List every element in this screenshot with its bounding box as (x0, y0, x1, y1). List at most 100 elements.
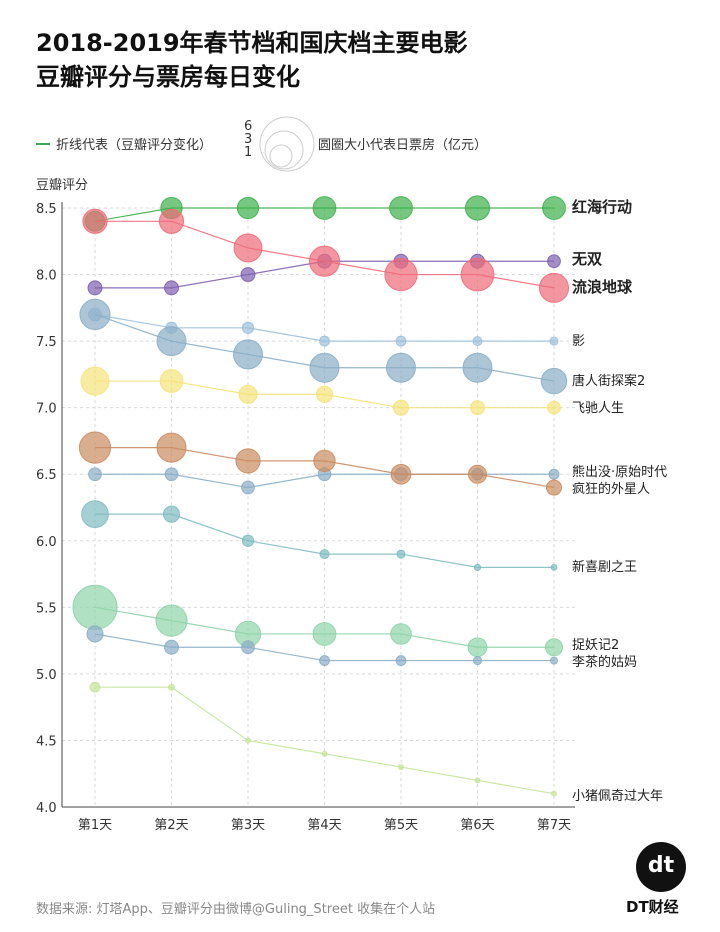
series-end-label: 李茶的姑妈 (572, 654, 637, 670)
series (78, 431, 563, 496)
data-point (547, 254, 561, 269)
data-point (80, 366, 110, 396)
brand-name: DT财经 (626, 898, 679, 916)
data-point (392, 399, 410, 416)
data-point (158, 208, 185, 234)
series (82, 208, 570, 303)
data-point (235, 448, 261, 474)
data-point (168, 683, 175, 691)
data-point (538, 272, 570, 303)
legend-line-item: 折线代表（豆瓣评分变化） (36, 134, 212, 153)
data-point (309, 352, 340, 383)
data-point (390, 463, 412, 485)
data-point (86, 625, 104, 643)
series (72, 584, 564, 658)
legend-size-value-medium: 3 (244, 132, 252, 147)
y-tick-label: 4.5 (36, 734, 57, 749)
data-point (241, 321, 255, 334)
series-end-label: 熊出没·原始时代 (572, 464, 667, 480)
data-point (548, 468, 560, 480)
series (84, 195, 566, 232)
data-point (236, 196, 260, 220)
data-point (551, 790, 557, 797)
source-note: 数据来源: 灯塔App、豆瓣评分由微博@Guling_Street 收集在个人站 (36, 902, 436, 917)
data-point (164, 280, 179, 296)
data-point (460, 257, 495, 292)
data-point (241, 534, 255, 547)
chart-title: 2018-2019年春节档和国庆档主要电影 豆瓣评分与票房每日变化 (36, 26, 468, 94)
title-line-1: 2018-2019年春节档和国庆档主要电影 (36, 29, 468, 57)
data-point (550, 656, 558, 665)
data-point (385, 352, 417, 383)
series-end-label: 小猪佩奇过大年 (572, 788, 663, 804)
data-point (464, 195, 491, 221)
data-point (315, 385, 334, 403)
data-point (395, 335, 407, 347)
data-point (79, 298, 111, 331)
data-point (233, 233, 263, 263)
brand-logo: dt (636, 842, 686, 892)
data-point (319, 655, 330, 667)
legend-circle-medium (264, 130, 304, 170)
y-tick-label: 8.0 (36, 269, 57, 284)
data-point (321, 750, 328, 757)
series-line (95, 686, 555, 795)
data-point (82, 208, 108, 234)
grid (61, 202, 575, 808)
data-point (159, 369, 184, 393)
data-point (547, 400, 561, 415)
series-end-label: 红海行动 (572, 198, 632, 216)
series (86, 625, 558, 667)
series (89, 681, 557, 797)
data-point (238, 384, 258, 404)
x-tick-label: 第5天 (384, 818, 418, 833)
data-point (245, 737, 251, 744)
legend-line-label: 折线代表（豆瓣评分变化） (56, 138, 213, 153)
data-point (155, 604, 188, 637)
data-point (312, 196, 337, 220)
legend-size-circles: 6 3 1 (244, 116, 315, 172)
data-point (72, 584, 118, 630)
x-tick-label: 第7天 (537, 818, 571, 833)
legend-size-value-small: 1 (244, 145, 252, 160)
legend-size-value-large: 6 (244, 119, 252, 134)
y-tick-label: 7.0 (36, 402, 57, 417)
data-point (384, 257, 418, 292)
series-end-label: 无双 (571, 250, 602, 268)
data-point (81, 500, 109, 529)
data-point (540, 367, 568, 395)
legend-line-swatch (36, 142, 50, 145)
x-ticks: 第1天 第2天 第3天 第4天 第5天 第6天 第7天 (78, 818, 571, 833)
legend-circle-small (269, 144, 293, 168)
series-end-label: 流浪地球 (572, 278, 633, 296)
y-tick-label: 5.0 (36, 668, 57, 683)
data-point (308, 245, 341, 277)
data-point (241, 480, 255, 495)
series-end-label: 疯狂的外星人 (572, 481, 650, 497)
data-point (156, 432, 187, 463)
series-group (72, 195, 570, 797)
data-point (162, 505, 181, 523)
data-point (88, 467, 102, 482)
data-point (396, 549, 406, 559)
x-tick-label: 第2天 (154, 818, 188, 833)
series (80, 366, 561, 416)
y-axis-label: 豆瓣评分 (36, 178, 88, 193)
data-point (472, 336, 483, 347)
series-end-label: 新喜剧之王 (572, 559, 637, 575)
y-tick-label: 6.0 (36, 535, 57, 550)
y-tick-label: 8.5 (36, 202, 57, 217)
series-end-label: 唐人街探案2 (572, 373, 645, 389)
title-line-2: 豆瓣评分与票房每日变化 (36, 63, 300, 91)
data-point (241, 640, 255, 655)
data-point (395, 655, 407, 667)
data-point (467, 637, 488, 658)
data-point (545, 479, 563, 496)
data-point (544, 638, 564, 657)
data-point (472, 656, 483, 666)
data-point (549, 336, 559, 346)
data-point (78, 431, 112, 464)
data-point (313, 449, 336, 473)
